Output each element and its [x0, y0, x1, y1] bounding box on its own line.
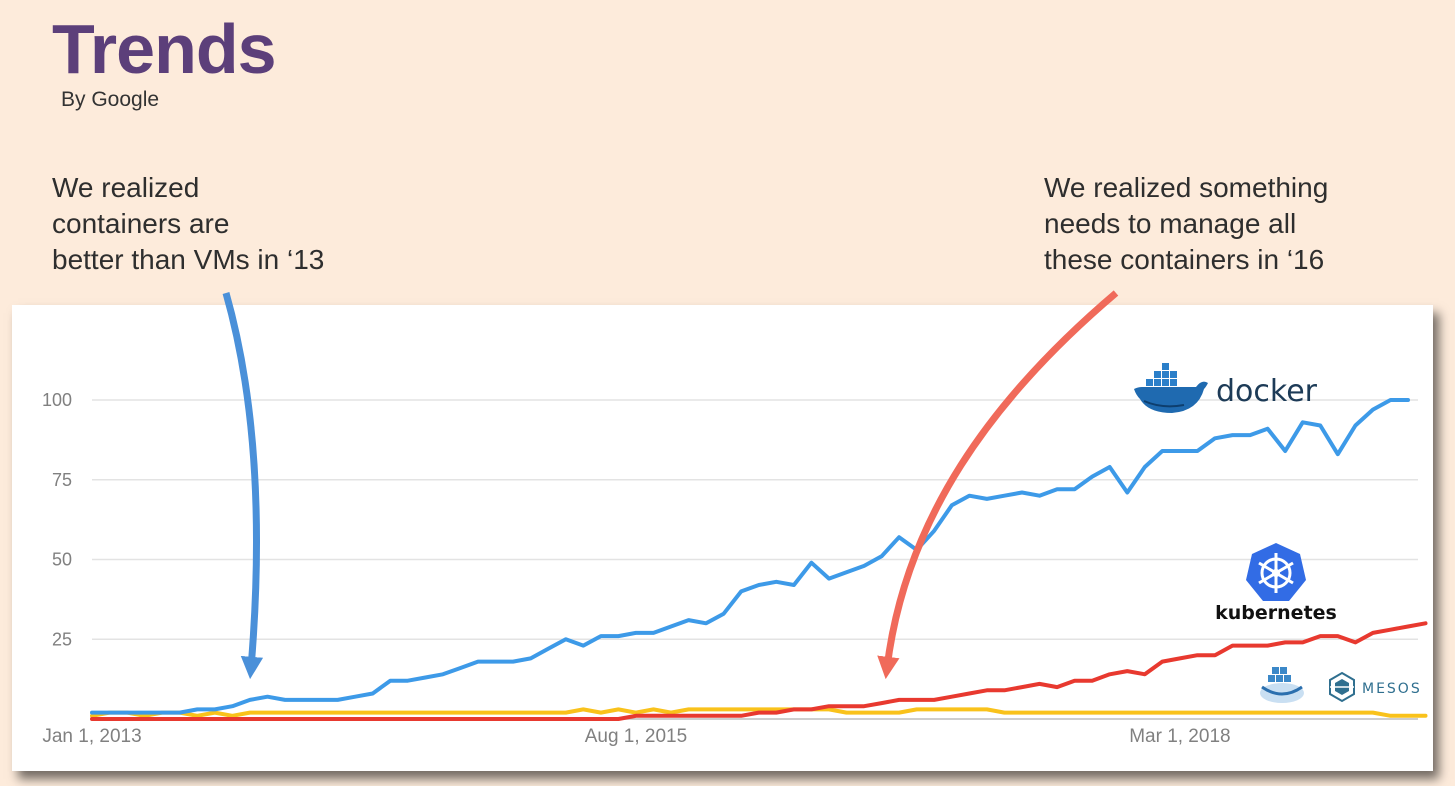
mesos-hexagon-icon: [1329, 671, 1355, 703]
page-title: Trends: [52, 10, 277, 88]
chart-grid: [92, 399, 1418, 720]
y-tick-label: 75: [52, 470, 72, 490]
kubernetes-helm-icon: [1246, 543, 1306, 601]
annotation-left-line: containers are: [52, 208, 230, 239]
y-axis-ticks: 25 50 75 100: [42, 390, 72, 649]
docker-swarm-icon: [1260, 667, 1304, 703]
y-tick-label: 100: [42, 390, 72, 410]
series-line-0: [90, 398, 1410, 715]
x-tick-label: Jan 1, 2013: [42, 726, 141, 747]
annotation-left-line: better than VMs in ‘13: [52, 244, 325, 275]
annotation-left: We realized containers are better than V…: [52, 170, 324, 278]
series-line-1: [90, 621, 1428, 721]
x-tick-label: Mar 1, 2018: [1129, 726, 1230, 747]
docker-whale-icon: [1134, 363, 1208, 413]
trends-chart: 25 50 75 100 Jan 1, 2013 Aug 1, 2015 Mar 1, 2…: [42, 363, 1428, 747]
kubernetes-logo: kubernetes: [1215, 543, 1337, 624]
x-tick-label: Aug 1, 2015: [585, 726, 687, 747]
series-line-2: [90, 707, 1428, 718]
trends-chart-panel: 25 50 75 100 Jan 1, 2013 Aug 1, 2015 Mar 1, 2…: [12, 305, 1433, 771]
annotation-right-line: these containers in ‘16: [1044, 244, 1325, 275]
chart-series: [90, 398, 1428, 721]
mesos-logo: MESOS: [1329, 671, 1422, 703]
kubernetes-wordmark: kubernetes: [1215, 602, 1337, 624]
x-axis-ticks: Jan 1, 2013 Aug 1, 2015 Mar 1, 2018: [42, 726, 1230, 747]
annotation-right: We realized something needs to manage al…: [1044, 170, 1328, 278]
y-tick-label: 25: [52, 629, 72, 649]
page-subtitle: By Google: [61, 88, 160, 111]
docker-wordmark: docker: [1216, 374, 1318, 409]
annotation-right-line: needs to manage all: [1044, 208, 1297, 239]
annotation-right-line: We realized something: [1044, 172, 1329, 203]
mesos-wordmark: MESOS: [1362, 681, 1422, 697]
y-tick-label: 50: [52, 550, 72, 570]
annotation-left-line: We realized: [52, 172, 200, 203]
docker-logo: docker: [1134, 363, 1318, 413]
